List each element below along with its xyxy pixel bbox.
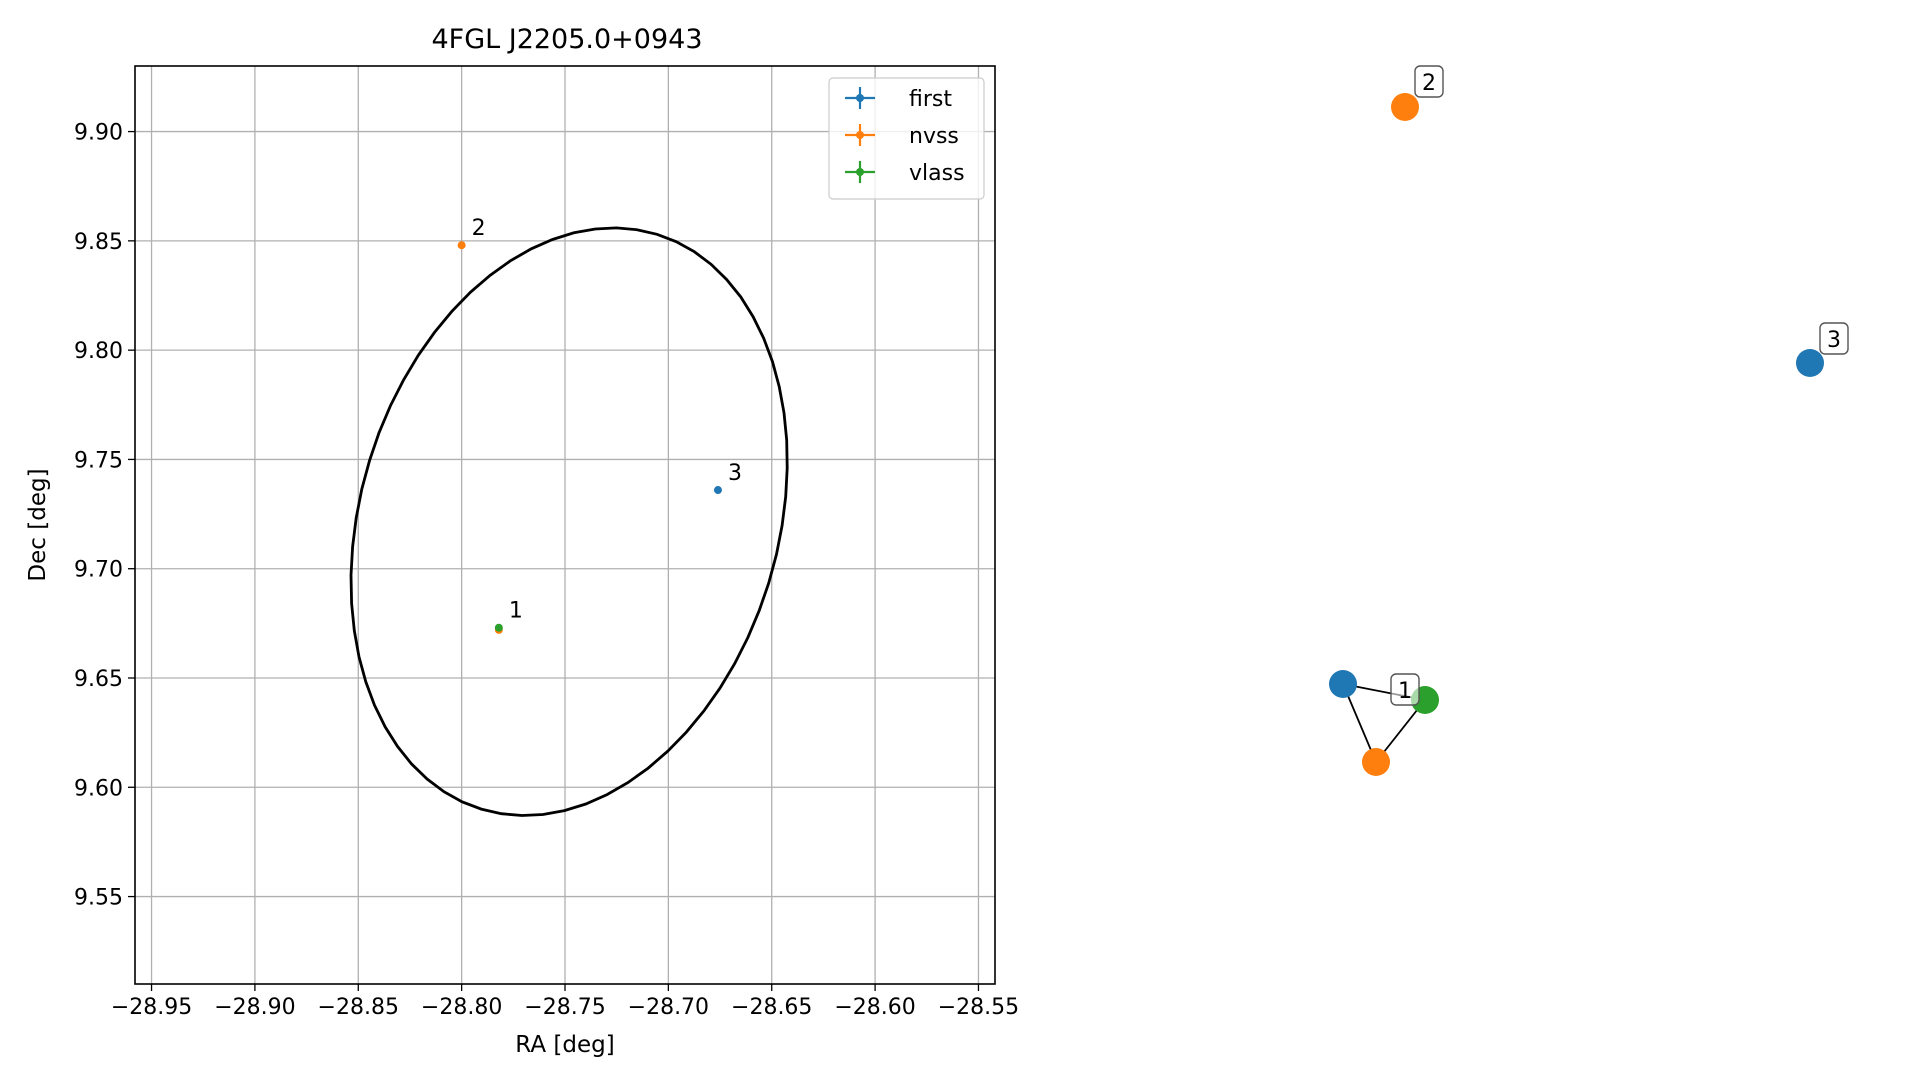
scatter-chart: 4FGL J2205.0+0943 1 2 3 −28.95 −28.90 −28.85… <box>25 24 1019 1058</box>
x-tick-label: −28.65 <box>731 995 812 1020</box>
ellipse-layer <box>349 226 789 817</box>
y-axis-label: Dec [deg] <box>25 468 51 581</box>
point-nvss <box>457 241 466 250</box>
ticks-layer: −28.95 −28.90 −28.85 −28.80 −28.75 −28.70 −28.… <box>74 121 1019 1020</box>
y-tick-label: 9.65 <box>74 667 123 692</box>
y-tick-label: 9.75 <box>74 448 123 473</box>
graph-node <box>1362 748 1390 776</box>
group-label: 1 <box>1390 673 1420 706</box>
grid-layer <box>135 66 995 984</box>
legend-entry-nvss: nvss <box>845 124 959 149</box>
point-annotation: 3 <box>728 461 742 486</box>
localization-ellipse <box>349 226 789 817</box>
y-tick-label: 9.90 <box>74 121 123 146</box>
y-tick-label: 9.55 <box>74 886 123 911</box>
group-label-box <box>1414 65 1444 98</box>
graph-node <box>1329 670 1357 698</box>
point-annotation: 1 <box>509 599 523 624</box>
points-layer <box>457 241 722 634</box>
legend-box <box>828 77 985 200</box>
x-tick-label: −28.80 <box>421 995 502 1020</box>
group-label: 2 <box>1414 65 1444 98</box>
group-label-text: 3 <box>1827 328 1841 353</box>
labels-layer: 1 2 3 <box>472 216 742 624</box>
x-tick-label: −28.55 <box>938 995 1019 1020</box>
nodes-layer <box>1329 93 1824 776</box>
legend-label: vlass <box>909 161 965 186</box>
x-tick-label: −28.60 <box>834 995 915 1020</box>
legend-label: first <box>909 87 952 112</box>
graph-node <box>1796 349 1824 377</box>
x-tick-label: −28.70 <box>628 995 709 1020</box>
x-tick-label: −28.85 <box>318 995 399 1020</box>
group-label: 3 <box>1819 322 1849 355</box>
group-label-box <box>1390 673 1420 706</box>
legend-marker-dot <box>856 94 864 102</box>
point-annotation: 2 <box>472 216 486 241</box>
legend-entry-vlass: vlass <box>845 161 965 186</box>
legend-label: nvss <box>909 124 959 149</box>
legend-entry-first: first <box>845 87 952 112</box>
group-label-text: 2 <box>1422 71 1436 96</box>
point-vlass <box>494 623 503 632</box>
y-tick-label: 9.70 <box>74 558 123 583</box>
chart-title: 4FGL J2205.0+0943 <box>431 24 702 55</box>
legend-marker-dot <box>856 131 864 139</box>
group-labels-layer: 1 2 3 <box>1390 65 1849 706</box>
x-tick-label: −28.95 <box>111 995 192 1020</box>
x-axis-label: RA [deg] <box>515 1032 614 1058</box>
legend-marker-dot <box>856 168 864 176</box>
y-tick-label: 9.60 <box>74 776 123 801</box>
network-graph: 1 2 3 <box>1329 65 1849 776</box>
graph-node <box>1391 93 1419 121</box>
y-tick-label: 9.85 <box>74 230 123 255</box>
group-label-text: 1 <box>1398 679 1412 704</box>
legend: first nvss vlass <box>828 77 985 200</box>
x-tick-label: −28.75 <box>524 995 605 1020</box>
point-first <box>713 486 722 495</box>
group-label-box <box>1819 322 1849 355</box>
x-tick-label: −28.90 <box>214 995 295 1020</box>
graph-edge <box>1342 683 1377 763</box>
y-tick-label: 9.80 <box>74 339 123 364</box>
